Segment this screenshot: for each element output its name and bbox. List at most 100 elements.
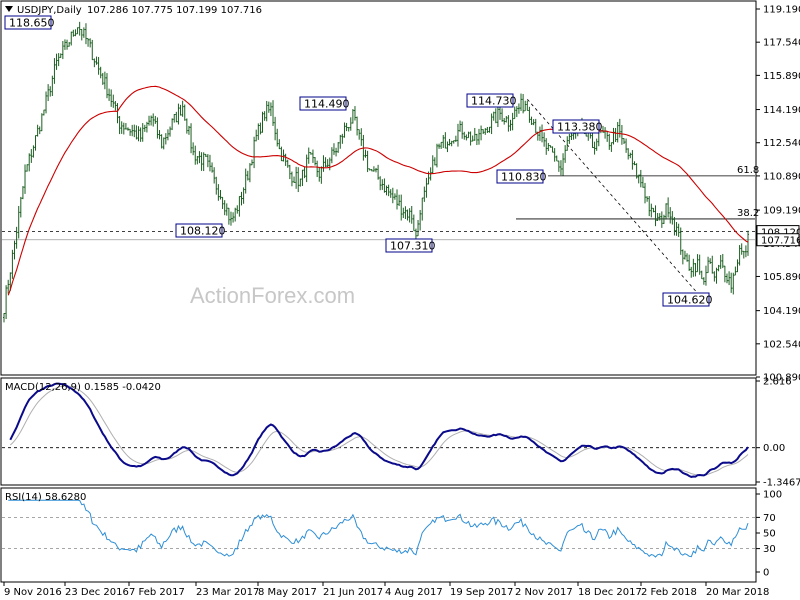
candle [229, 211, 232, 226]
candle [730, 272, 733, 293]
candle [728, 271, 731, 286]
candle [183, 104, 186, 121]
candle [194, 145, 197, 165]
candle [440, 141, 443, 149]
candle [326, 159, 329, 168]
candle [433, 157, 436, 166]
candle [116, 103, 119, 124]
candle [721, 253, 724, 269]
candle [244, 168, 247, 194]
candle [660, 211, 663, 228]
candle [494, 108, 497, 124]
price-tick-label: 100.890 [763, 373, 800, 384]
candle [517, 103, 520, 114]
candle [471, 135, 474, 142]
candle [368, 168, 371, 171]
candle [652, 207, 655, 213]
candle [637, 174, 640, 184]
candle [301, 169, 304, 187]
candle [490, 113, 493, 135]
candle [648, 196, 651, 217]
swing-label-box [385, 238, 433, 253]
candle [702, 277, 705, 285]
dropdown-triangle-icon[interactable] [5, 6, 13, 12]
candle [623, 138, 625, 144]
candle [192, 142, 195, 156]
candle [143, 124, 146, 132]
candle [612, 127, 615, 145]
candle [290, 171, 293, 187]
candle [593, 141, 596, 155]
time-tick-label: 9 Nov 2016 [4, 587, 62, 598]
candle [129, 128, 132, 136]
candle [318, 166, 321, 182]
candle [526, 100, 529, 111]
candle [345, 122, 348, 132]
candle [442, 134, 445, 149]
candle [616, 121, 619, 143]
candle [196, 156, 199, 165]
candle [665, 203, 668, 220]
candle [696, 254, 699, 273]
annotations: 118.650 114.490 108.120 107.310 114.730 113.3… [4, 15, 713, 307]
candle [160, 134, 163, 149]
candle [253, 136, 256, 169]
swing-label-box [496, 169, 544, 184]
candle [269, 102, 272, 117]
candle [215, 176, 218, 195]
candle [103, 71, 106, 90]
candle [456, 123, 459, 147]
candle [744, 245, 747, 258]
candle [375, 167, 377, 173]
candle [484, 128, 487, 135]
candle [57, 53, 60, 67]
candle [704, 265, 707, 286]
price-axis: 119.190 117.540 115.890 114.190 112.540 110.8… [756, 5, 800, 384]
candle [152, 113, 155, 127]
candle [42, 109, 45, 116]
candle [332, 143, 335, 155]
candle [5, 285, 8, 320]
candle [158, 130, 161, 140]
swing-label-text: 110.830 [501, 171, 547, 184]
candle [53, 58, 56, 84]
candle [118, 116, 121, 135]
candle [444, 132, 447, 149]
candle [108, 88, 111, 101]
ohlc-values: 107.286 107.775 107.199 107.716 [87, 5, 262, 16]
macd-tick-label: 2.616 [763, 377, 792, 388]
candle [646, 196, 649, 202]
price-tick-label: 104.190 [763, 306, 800, 317]
candle [28, 153, 31, 172]
time-axis: 9 Nov 2016 23 Dec 2016 7 Feb 2017 23 Mar 20… [3, 582, 769, 598]
candle [650, 203, 653, 218]
candle [503, 117, 506, 125]
candle [402, 207, 405, 219]
candle [381, 179, 384, 190]
candle [171, 118, 174, 131]
candle [38, 126, 41, 135]
candle [286, 159, 289, 168]
candle [488, 126, 491, 133]
candle [557, 160, 560, 172]
candle [486, 126, 489, 134]
candle [723, 265, 726, 283]
rsi-tick-label: 0 [763, 568, 769, 579]
candle [78, 21, 81, 36]
candle [150, 115, 153, 126]
candle [528, 106, 531, 123]
candle [635, 163, 638, 179]
candle [477, 128, 480, 145]
candle [707, 256, 710, 274]
candle [154, 115, 157, 124]
candle [520, 93, 523, 111]
candle [391, 187, 394, 204]
candle [671, 211, 674, 225]
candle [127, 127, 129, 131]
swing-label-text: 114.490 [304, 98, 350, 111]
candle [166, 129, 169, 141]
candle [667, 197, 670, 218]
candle [669, 207, 672, 224]
candle [114, 101, 117, 111]
candle [383, 178, 386, 193]
